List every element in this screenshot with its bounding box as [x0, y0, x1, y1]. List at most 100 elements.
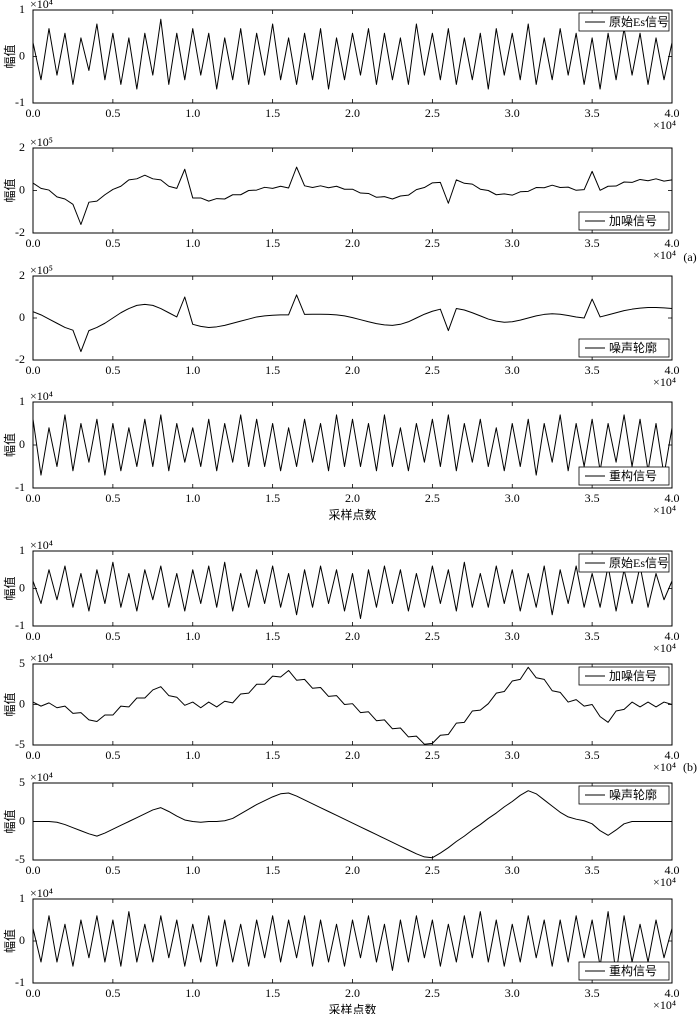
x-tick-label: 3.0	[505, 236, 520, 250]
x-tick-label: 2.0	[345, 748, 360, 762]
y-tick-label: -2	[15, 352, 25, 366]
y-axis-label: 幅值	[2, 433, 17, 457]
legend-label: 原始Es信号	[609, 15, 669, 29]
plot-frame	[32, 782, 673, 861]
x-tick-label: 0.0	[26, 748, 41, 762]
legend-box	[578, 338, 670, 358]
legend-label: 加噪信号	[609, 669, 657, 683]
y-tick-label: -5	[15, 737, 25, 751]
x-tick-label: 4.0	[665, 863, 680, 877]
x-tick-label: 0.0	[26, 863, 41, 877]
y-exponent: ×10⁴	[30, 0, 53, 11]
x-tick-label: 3.5	[585, 863, 600, 877]
x-tick-label: 1.5	[265, 106, 280, 120]
figure-label: (a)	[683, 250, 696, 264]
legend-box	[578, 553, 670, 573]
y-tick-label: 1	[19, 394, 25, 408]
x-tick-label: 0.0	[26, 491, 41, 505]
x-tick-label: 1.5	[265, 863, 280, 877]
legend: 原始Es信号	[578, 553, 670, 573]
x-tick-label: 4.0	[665, 236, 680, 250]
x-exponent: ×10⁴	[653, 503, 676, 517]
plot-frame	[32, 401, 673, 489]
x-tick-label: 2.5	[425, 106, 440, 120]
x-tick-label: 1.5	[265, 491, 280, 505]
y-exponent: ×10⁵	[30, 135, 53, 149]
x-tick-label: 0.5	[105, 986, 120, 1000]
y-axis-label: 幅值	[2, 178, 17, 202]
x-tick-label: 3.5	[585, 236, 600, 250]
x-axis-label: 采样点数	[328, 1002, 376, 1014]
legend-box	[578, 466, 670, 486]
x-tick-label: 1.0	[185, 986, 200, 1000]
legend-label: 噪声轮廓	[609, 787, 657, 802]
x-tick-label: 0.5	[105, 363, 120, 377]
x-tick-label: 0.5	[105, 491, 120, 505]
x-exponent: ×10⁴	[653, 875, 676, 889]
y-tick-label: 0	[19, 182, 25, 196]
x-tick-label: 2.0	[345, 491, 360, 505]
x-tick-label: 3.5	[585, 748, 600, 762]
y-tick-label: 0	[19, 813, 25, 827]
x-tick-label: 3.0	[505, 363, 520, 377]
legend: 重构信号	[578, 466, 670, 486]
y-tick-label: 1	[19, 2, 25, 16]
legend: 重构信号	[578, 961, 670, 981]
x-exponent: ×10⁴	[653, 248, 676, 262]
y-tick-label: 5	[19, 656, 25, 670]
x-exponent: ×10⁴	[653, 375, 676, 389]
x-exponent: ×10⁴	[653, 641, 676, 655]
x-tick-label: 1.0	[185, 491, 200, 505]
x-tick-label: 4.0	[665, 748, 680, 762]
x-tick-label: 0.0	[26, 363, 41, 377]
x-tick-label: 3.0	[505, 863, 520, 877]
legend: 噪声轮廓	[578, 338, 670, 358]
y-tick-label: 2	[19, 140, 25, 154]
y-axis-label: 幅值	[2, 44, 17, 68]
plot-frame	[32, 275, 673, 361]
panel: 0.0 0.5 1.0 1.5 2.0 2.5 3.0 3.5 4.0 -1 0 1 ×10⁴ ×10⁴ 幅…	[2, 538, 680, 655]
x-tick-label: 2.5	[425, 629, 440, 643]
x-exponent: ×10⁴	[653, 998, 676, 1012]
x-tick-label: 4.0	[665, 363, 680, 377]
x-tick-label: 2.5	[425, 863, 440, 877]
x-tick-label: 1.0	[185, 363, 200, 377]
y-exponent: ×10⁴	[30, 886, 53, 900]
panel: 0.0 0.5 1.0 1.5 2.0 2.5 3.0 3.5 4.0 -2 0 2 ×10⁵ ×10⁴ 噪…	[15, 263, 680, 389]
y-tick-label: 0	[19, 696, 25, 710]
y-tick-label: 1	[19, 891, 25, 905]
legend-box	[578, 666, 670, 686]
panel: 0.0 0.5 1.0 1.5 2.0 2.5 3.0 3.5 4.0 -1 0 1 ×10⁴ ×10⁴ 幅…	[2, 0, 680, 132]
y-tick-label: -5	[15, 852, 25, 866]
x-tick-label: 2.5	[425, 986, 440, 1000]
x-tick-label: 2.0	[345, 106, 360, 120]
signal-line	[33, 790, 672, 859]
x-tick-label: 3.0	[505, 491, 520, 505]
x-tick-label: 1.0	[185, 629, 200, 643]
panel: 0.0 0.5 1.0 1.5 2.0 2.5 3.0 3.5 4.0 -1 0 1 ×10⁴ ×10⁴ 幅…	[2, 389, 680, 522]
y-tick-label: 5	[19, 775, 25, 789]
x-tick-label: 0.0	[26, 106, 41, 120]
x-tick-label: 2.0	[345, 863, 360, 877]
x-exponent: ×10⁴	[653, 760, 676, 774]
signal-line	[32, 294, 673, 353]
x-tick-label: 3.0	[505, 748, 520, 762]
x-tick-label: 0.5	[105, 236, 120, 250]
signal-line	[32, 166, 673, 225]
y-tick-label: 0	[19, 310, 25, 324]
plot-frame	[32, 9, 673, 104]
x-tick-label: 2.0	[345, 629, 360, 643]
legend-box	[578, 12, 670, 32]
panel: 0.0 0.5 1.0 1.5 2.0 2.5 3.0 3.5 4.0 -5 0 5 ×10⁴ ×10⁴ 幅…	[2, 651, 680, 774]
x-tick-label: 4.0	[665, 986, 680, 1000]
x-tick-label: 2.5	[425, 491, 440, 505]
x-tick-label: 4.0	[665, 629, 680, 643]
y-axis-label: 幅值	[2, 929, 17, 953]
panel: 0.0 0.5 1.0 1.5 2.0 2.5 3.0 3.5 4.0 -1 0 1 ×10⁴ ×10⁴ 幅…	[2, 886, 680, 1014]
x-tick-label: 0.5	[105, 106, 120, 120]
y-tick-label: 1	[19, 543, 25, 557]
legend: 噪声轮廓	[578, 785, 670, 805]
plot-frame	[32, 147, 673, 234]
x-tick-label: 2.0	[345, 986, 360, 1000]
